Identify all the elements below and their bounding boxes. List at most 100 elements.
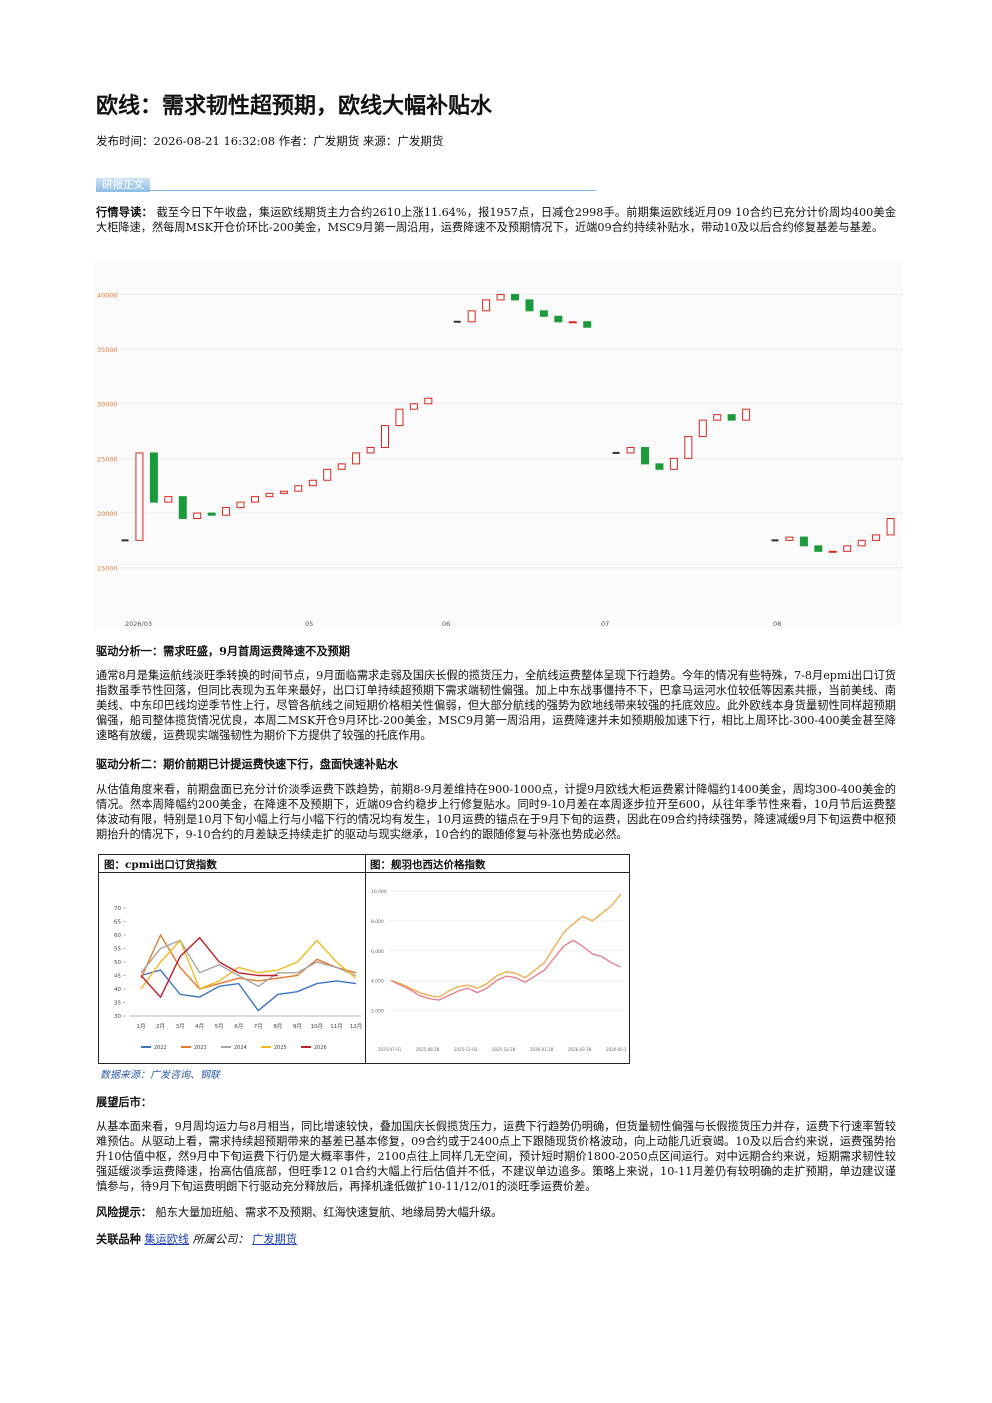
candle xyxy=(453,320,461,323)
candle xyxy=(698,419,707,438)
title: 欧线：需求韧性超预期，欧线大幅补贴水 xyxy=(96,93,493,119)
x-tick-label: 12月 xyxy=(350,1023,363,1030)
candle xyxy=(554,315,563,323)
x-tick-label: 9月 xyxy=(293,1023,302,1030)
line xyxy=(390,893,622,998)
candle xyxy=(121,539,129,542)
line xyxy=(140,936,278,999)
y-tick-label: 65 xyxy=(114,920,121,926)
link[interactable]: 集运欧线 xyxy=(144,1233,190,1246)
y-tick-label: 40 xyxy=(114,987,121,993)
legend-label: 2026 xyxy=(314,1045,327,1051)
x-tick-label: 05 xyxy=(305,620,313,628)
candle xyxy=(655,463,664,470)
line xyxy=(140,939,357,988)
y-tick-label: 20000 xyxy=(97,510,118,518)
divider xyxy=(365,854,366,1063)
figure-box xyxy=(98,854,630,1064)
y-tick-label: 4,000 xyxy=(371,979,384,985)
candle xyxy=(135,452,144,541)
candle xyxy=(467,310,476,323)
y-tick-label: 45 xyxy=(114,974,121,980)
legend-label: 2025 xyxy=(274,1045,287,1051)
candle xyxy=(279,490,288,494)
candle xyxy=(496,293,505,301)
section-tag: 研报正文 xyxy=(96,178,150,192)
y-tick-label: 6,000 xyxy=(371,949,384,955)
x-tick-label: 2025-11-02 xyxy=(454,1047,478,1052)
candle xyxy=(308,479,317,487)
x-tick-label: 4月 xyxy=(195,1023,204,1030)
candle xyxy=(207,512,216,516)
candle xyxy=(742,408,751,421)
line xyxy=(390,939,622,1001)
y-tick-label: 55 xyxy=(114,947,121,953)
candle xyxy=(814,545,823,552)
y-tick-label: 2,000 xyxy=(371,1009,384,1015)
y-tick-label: 40000 xyxy=(97,291,118,299)
candle xyxy=(583,321,592,328)
candle xyxy=(193,512,202,520)
y-tick-label: 50 xyxy=(114,960,121,966)
label: 风险提示： xyxy=(96,1205,152,1219)
x-tick-label: 2025-12-28 xyxy=(492,1047,516,1052)
heading: 展望后市： xyxy=(96,1095,152,1109)
x-tick-label: 2025-08-28 xyxy=(416,1047,440,1052)
candle xyxy=(352,452,361,465)
x-tick-label: 2月 xyxy=(156,1023,165,1030)
y-tick-label: 10,000 xyxy=(371,889,387,895)
label: 行情导读： xyxy=(96,205,153,219)
y-tick-label: 60 xyxy=(114,933,121,939)
x-tick-label: 06 xyxy=(442,620,450,628)
y-tick-label: 30000 xyxy=(97,401,118,409)
intro: 行情导读： 截至今日下午收盘，集运欧线期货主力合约2610上涨11.64%，报1… xyxy=(96,205,896,235)
paragraph: 从估值角度来看，前期盘面已充分计价淡季运费下跌趋势，前期8-9月差维持在900-… xyxy=(96,783,896,841)
y-tick-label: 70 xyxy=(114,906,121,912)
candle xyxy=(857,539,866,547)
candle xyxy=(799,536,808,547)
candle xyxy=(684,436,693,459)
tag-line xyxy=(96,190,596,191)
kline-chart: 40000 35000 30000 25000 20000 15000 2026/03 05 0… xyxy=(95,260,903,630)
candle xyxy=(149,452,158,503)
candle xyxy=(482,299,491,312)
candle xyxy=(785,536,794,541)
candle xyxy=(337,463,346,470)
x-tick-label: 1月 xyxy=(137,1023,146,1030)
candle xyxy=(222,507,231,516)
y-tick-label: 25000 xyxy=(97,455,118,463)
x-tick-label: 11月 xyxy=(330,1023,343,1030)
y-tick-label: 35 xyxy=(114,1001,121,1007)
candle xyxy=(164,496,173,503)
y-tick-label: 30 xyxy=(114,1014,121,1020)
x-tick-label: 6月 xyxy=(234,1023,243,1030)
link[interactable]: 广发期货 xyxy=(252,1233,297,1246)
heading: 驱动分析一：需求旺盛，9月首周运费降速不及预期 xyxy=(96,644,350,658)
x-tick-label: 2026/03 xyxy=(125,620,152,628)
meta: 发布时间：2026-08-21 16:32:08 作者：广发期货 来源：广发期货 xyxy=(96,134,444,148)
candle xyxy=(511,293,519,301)
divider xyxy=(98,872,629,873)
figure-title: 图：舰羽也西达价格指数 xyxy=(370,859,486,871)
candle xyxy=(236,501,245,509)
candle xyxy=(395,408,404,427)
candle xyxy=(424,397,433,405)
candle xyxy=(713,414,722,421)
x-tick-label: 07 xyxy=(601,620,609,628)
candle xyxy=(265,492,274,498)
candle xyxy=(641,446,649,465)
x-tick-label: 2026-01-28 xyxy=(530,1047,554,1052)
candle xyxy=(294,485,303,492)
x-tick-label: 5月 xyxy=(215,1023,224,1030)
legend-label: 2023 xyxy=(194,1045,207,1051)
x-tick-label: 8月 xyxy=(273,1023,282,1030)
freight-chart: 10,000 8,000 6,000 4,000 2,000 2025-07-01 2025… xyxy=(371,889,627,1052)
candle xyxy=(366,446,375,454)
y-tick-label: 8,000 xyxy=(371,919,384,925)
candle xyxy=(886,518,895,536)
label: 关联品种 xyxy=(96,1232,141,1246)
x-tick-label: 10月 xyxy=(311,1023,324,1030)
cpmi-chart: 70 65 60 55 50 45 40 35 30 1月 2月 3月 4月 5月 6月 7月 8月 9月 10月 1… xyxy=(114,906,363,1051)
risk: 风险提示： 船东大量加班船、需求不及预期、红海快速复航、地缘局势大幅升级。 xyxy=(96,1205,896,1220)
heading: 驱动分析二：期价前期已计提运费快速下行，盘面快速补贴水 xyxy=(96,757,399,771)
